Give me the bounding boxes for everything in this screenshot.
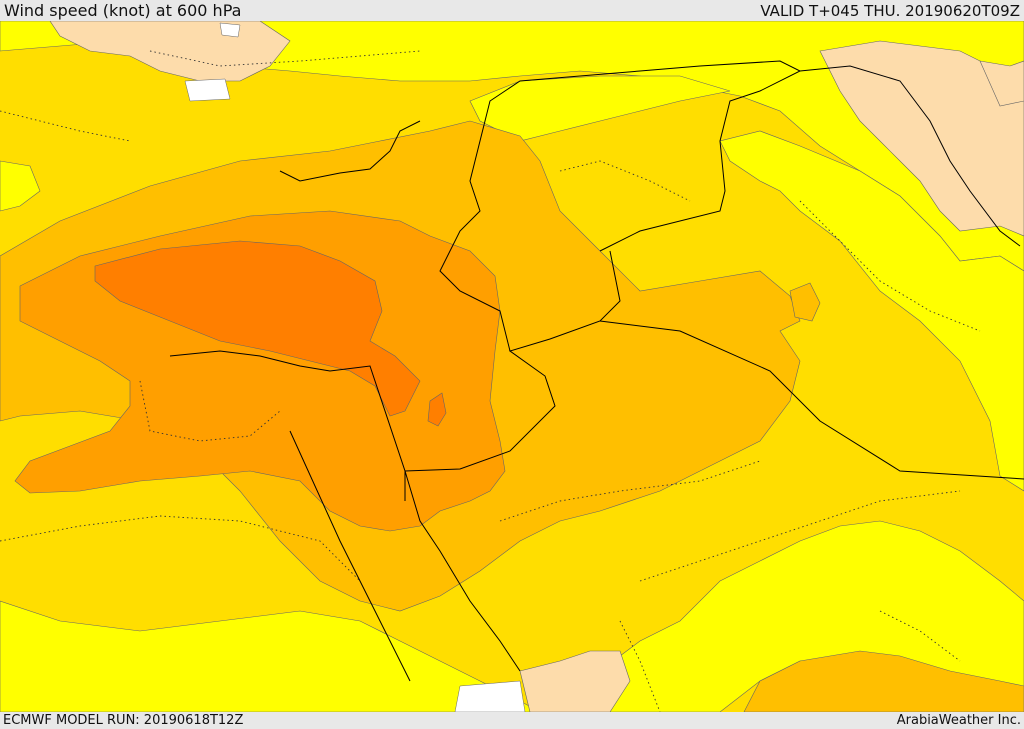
borders	[169, 60, 1024, 682]
model-run: ECMWF MODEL RUN: 20190618T12Z	[3, 713, 244, 728]
footer-bar: ECMWF MODEL RUN: 20190618T12Z ArabiaWeat…	[0, 712, 1024, 729]
header-bar: Wind speed (knot) at 600 hPa VALID T+045…	[0, 0, 1024, 21]
wind-speed-map	[0, 21, 1024, 712]
band-orange-max	[94, 240, 447, 427]
credit-text: ArabiaWeather Inc.	[896, 713, 1021, 728]
map-title: Wind speed (knot) at 600 hPa	[4, 1, 242, 20]
white-patches	[184, 22, 526, 712]
admin-lines	[0, 50, 981, 712]
valid-time: VALID T+045 THU. 20190620T09Z	[760, 2, 1020, 20]
